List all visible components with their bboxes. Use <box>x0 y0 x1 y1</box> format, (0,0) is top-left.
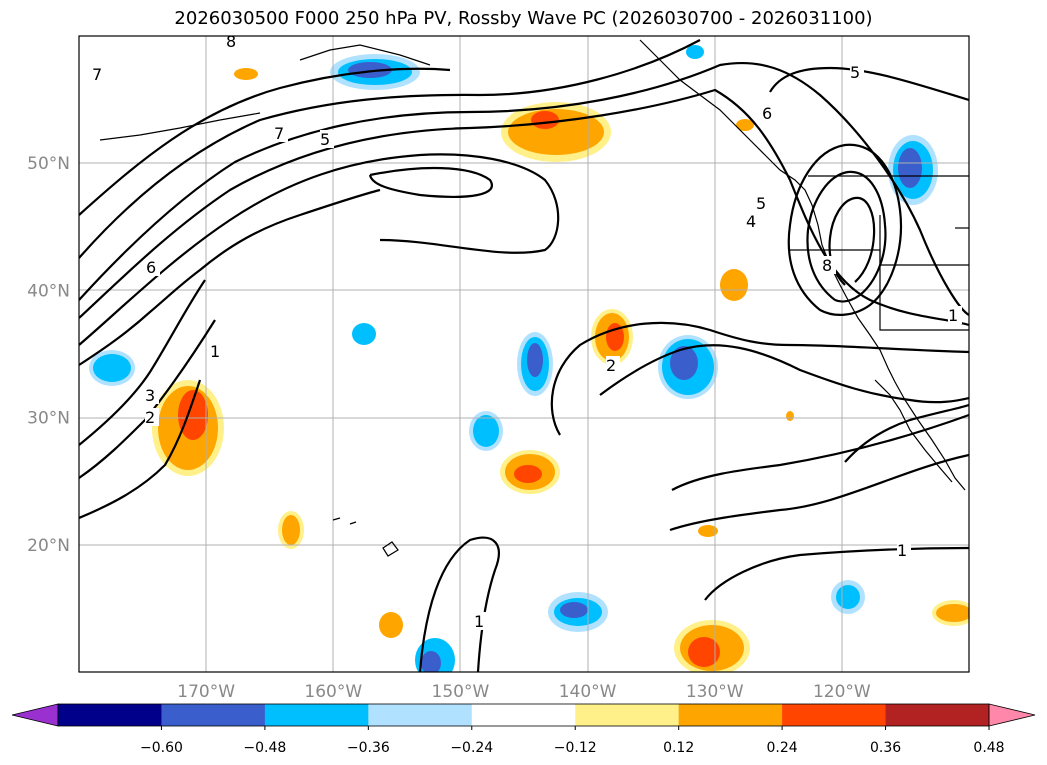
contour-label-2-a: 2 <box>145 408 155 427</box>
contour-label-8-a: 8 <box>822 256 832 275</box>
colorbar-tick-label: 0.36 <box>870 740 901 756</box>
contour-label-8-b: 8 <box>226 32 236 51</box>
colorbar-segment <box>782 704 887 726</box>
longitude-tick-labels: 170°W 160°W 150°W 140°W 130°W 120°W <box>177 682 871 702</box>
contour-label-4-a: 4 <box>746 212 756 231</box>
colorbar-segment <box>58 704 162 726</box>
colorbar-extend-high <box>988 703 1036 727</box>
colorbar-segment <box>575 704 680 726</box>
colorbar-tick-label: −0.12 <box>554 740 597 756</box>
lon-tick-label: 120°W <box>813 682 871 702</box>
contour-label-2-b: 2 <box>606 356 616 375</box>
contour-label-6-a: 6 <box>146 258 156 277</box>
lon-tick-label: 140°W <box>559 682 617 702</box>
colorbar-outline <box>57 703 990 727</box>
colorbar-segment <box>161 704 266 726</box>
map-gridlines <box>79 36 969 672</box>
colorbar-tick-label: −0.48 <box>243 740 286 756</box>
pv-contours <box>79 39 969 672</box>
colorbar-segment <box>678 704 783 726</box>
chart-title: 2026030500 F000 250 hPa PV, Rossby Wave … <box>174 8 873 29</box>
colorbar-tick-label: 0.12 <box>663 740 694 756</box>
colorbar-segment <box>471 704 576 726</box>
contour-label-3-a: 3 <box>145 386 155 405</box>
map-frame <box>78 35 970 673</box>
colorbar-tick-label: −0.36 <box>347 740 390 756</box>
contour-label-7-a: 7 <box>92 65 102 84</box>
lon-tick-label: 170°W <box>177 682 235 702</box>
contour-label-5-c: 5 <box>756 194 766 213</box>
lon-tick-label: 150°W <box>432 682 490 702</box>
contour-label-1-c: 1 <box>474 612 484 631</box>
colorbar-segment <box>885 704 990 726</box>
contour-label-5-b: 5 <box>850 63 860 82</box>
contour-label-7-b: 7 <box>274 124 284 143</box>
contour-labels: 7 7 6 6 5 5 5 4 3 2 2 1 1 1 <box>92 32 962 631</box>
colorbar-tick-label: 0.48 <box>973 740 1004 756</box>
lat-tick-label: 50°N <box>27 154 70 174</box>
colorbar-segment <box>368 704 473 726</box>
colorbar-segment <box>264 704 369 726</box>
lat-tick-label: 20°N <box>27 536 70 556</box>
colorbar-tick-label: −0.24 <box>450 740 493 756</box>
lon-tick-label: 130°W <box>686 682 744 702</box>
contour-label-1-a: 1 <box>210 342 220 361</box>
pv-anomaly-shading <box>89 45 969 672</box>
lon-tick-label: 160°W <box>304 682 362 702</box>
contour-label-1-d: 1 <box>948 306 958 325</box>
contour-label-5-a: 5 <box>320 130 330 149</box>
lat-tick-label: 40°N <box>27 281 70 301</box>
colorbar-tick-label: 0.24 <box>767 740 798 756</box>
colorbar-tick-label: −0.60 <box>140 740 183 756</box>
colorbar: −0.60 −0.48 −0.36 −0.24 −0.12 0.12 0.24 0.36 0.4… <box>11 703 1036 756</box>
colorbar-extend-low <box>11 703 59 727</box>
contour-label-1-b: 1 <box>897 541 907 560</box>
latitude-tick-labels: 20°N 30°N 40°N 50°N <box>27 154 70 556</box>
lat-tick-label: 30°N <box>27 409 70 429</box>
contour-label-6-b: 6 <box>762 104 772 123</box>
